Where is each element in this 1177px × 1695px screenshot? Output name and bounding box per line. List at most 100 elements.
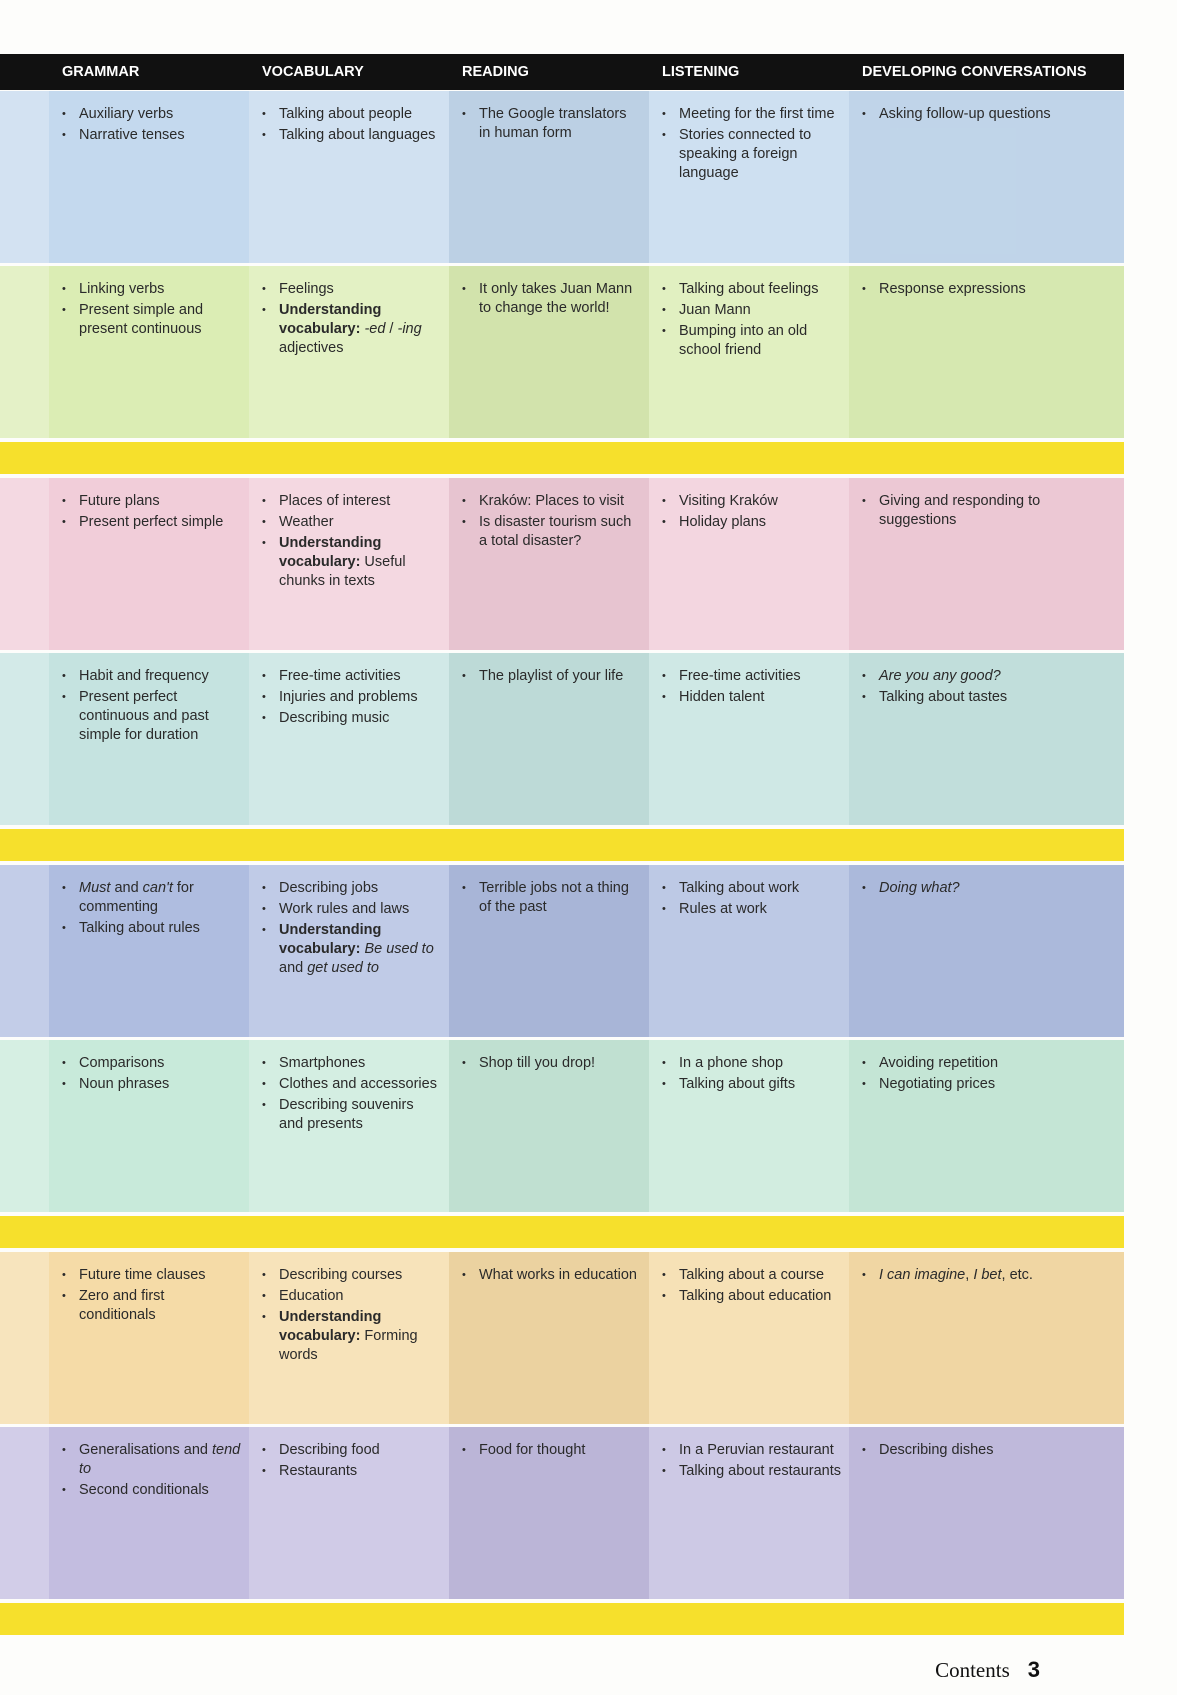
item-text: Talking about education [679, 1288, 832, 1304]
bold-text: Understanding vocabulary: [279, 302, 382, 337]
bullet-list: Are you any good? Talking about tastes [862, 667, 1116, 707]
item-text: Negotiating prices [879, 1076, 996, 1092]
list-item: Understanding vocabulary: Useful chunks … [262, 534, 441, 591]
cell-reading: The Google translators in human form [449, 91, 649, 263]
bullet-list: Habit and frequency Present perfect conti… [62, 667, 241, 745]
table-row: Future time clauses Zero and first condit… [0, 1252, 1124, 1424]
list-item: Talking about restaurants [662, 1462, 841, 1481]
header-developing-conversations: DEVELOPING CONVERSATIONS [862, 64, 1087, 80]
bullet-list: Places of interest Weather Understanding v… [262, 492, 441, 591]
list-item: Rules at work [662, 900, 841, 919]
bold-text: Understanding vocabulary: [279, 535, 382, 570]
cell-reading: Shop till you drop! [449, 1040, 649, 1212]
italic-text: -ing [397, 321, 422, 337]
list-item: Talking about rules [62, 919, 241, 938]
row-margin-strip [0, 91, 49, 263]
table-header: GRAMMAR VOCABULARY READING LISTENING DEV… [0, 54, 1124, 90]
list-item: Clothes and accessories [262, 1075, 441, 1094]
list-item: Talking about gifts [662, 1075, 841, 1094]
list-item: Is disaster tourism such a total disaste… [462, 513, 641, 551]
item-text: Terrible jobs not a thing of the past [479, 880, 629, 915]
item-text: Juan Mann [679, 302, 751, 318]
cell-reading: It only takes Juan Mann to change the wo… [449, 266, 649, 438]
item-text: Talking about feelings [679, 281, 819, 297]
bullet-list: I can imagine, I bet, etc. [862, 1266, 1116, 1285]
item-text: Is disaster tourism such a total disaste… [479, 514, 632, 549]
bullet-list: Free-time activities Injuries and problem… [262, 667, 441, 728]
row-margin-strip [0, 478, 49, 650]
bullet-list: Avoiding repetition Negotiating prices [862, 1054, 1116, 1094]
item-text: The playlist of your life [479, 668, 624, 684]
cell-developing-conversations: I can imagine, I bet, etc. [849, 1252, 1124, 1424]
cell-vocabulary: Smartphones Clothes and accessories Descri… [249, 1040, 449, 1212]
table-body: Auxiliary verbs Narrative tenses Talking a… [0, 91, 1124, 1635]
bullet-list: Generalisations and tend to Second condit… [62, 1441, 241, 1500]
list-item: Understanding vocabulary: Forming words [262, 1308, 441, 1365]
cell-grammar: Must and can't for commenting Talking abo… [49, 865, 249, 1037]
italic-text: tend to [79, 1442, 241, 1477]
item-text: Describing jobs [279, 880, 379, 896]
list-item: Negotiating prices [862, 1075, 1116, 1094]
row-margin-strip [0, 266, 49, 438]
item-text: Injuries and problems [279, 689, 418, 705]
bullet-list: Meeting for the first time Stories connec… [662, 105, 841, 183]
bold-text: Understanding vocabulary: [279, 1309, 382, 1344]
cell-developing-conversations: Are you any good? Talking about tastes [849, 653, 1124, 825]
list-item: Talking about education [662, 1287, 841, 1306]
cell-grammar: Linking verbs Present simple and present … [49, 266, 249, 438]
item-text: Giving and responding to suggestions [879, 493, 1041, 528]
item-text: Weather [279, 514, 334, 530]
cell-developing-conversations: Describing dishes [849, 1427, 1124, 1599]
header-listening: LISTENING [662, 64, 740, 80]
list-item: I can imagine, I bet, etc. [862, 1266, 1116, 1285]
list-item: Doing what? [862, 879, 1116, 898]
item-text: Narrative tenses [79, 127, 185, 143]
item-text: In a Peruvian restaurant [679, 1442, 834, 1458]
item-text: Talking about work [679, 880, 800, 896]
list-item: Free-time activities [662, 667, 841, 686]
list-item: Future time clauses [62, 1266, 241, 1285]
list-item: Linking verbs [62, 280, 241, 299]
cell-grammar: Future time clauses Zero and first condit… [49, 1252, 249, 1424]
list-item: What works in education [462, 1266, 641, 1285]
bullet-list: Kraków: Places to visit Is disaster touri… [462, 492, 641, 551]
list-item: Must and can't for commenting [62, 879, 241, 917]
list-item: Talking about languages [262, 126, 441, 145]
item-text: Talking about languages [279, 127, 436, 143]
list-item: Work rules and laws [262, 900, 441, 919]
list-item: Future plans [62, 492, 241, 511]
item-text: Comparisons [79, 1055, 165, 1071]
item-text: Talking about gifts [679, 1076, 796, 1092]
list-item: Zero and first conditionals [62, 1287, 241, 1325]
cell-reading: Kraków: Places to visit Is disaster touri… [449, 478, 649, 650]
bullet-list: What works in education [462, 1266, 641, 1285]
bullet-list: Shop till you drop! [462, 1054, 641, 1073]
list-item: Describing courses [262, 1266, 441, 1285]
item-text: Shop till you drop! [479, 1055, 596, 1071]
item-text: Auxiliary verbs [79, 106, 174, 122]
item-text: Describing souvenirs and presents [279, 1097, 414, 1132]
cell-grammar: Comparisons Noun phrases [49, 1040, 249, 1212]
list-item: Smartphones [262, 1054, 441, 1073]
item-text: It only takes Juan Mann to change the wo… [479, 281, 633, 316]
table-row: Comparisons Noun phrases Smartphones Clothe… [0, 1040, 1124, 1212]
item-text: Free-time activities [279, 668, 401, 684]
list-item: Meeting for the first time [662, 105, 841, 124]
list-item: Understanding vocabulary: -ed / -ing adj… [262, 301, 441, 358]
bullet-list: Giving and responding to suggestions [862, 492, 1116, 530]
item-text: Habit and frequency [79, 668, 209, 684]
cell-listening: In a Peruvian restaurant Talking about re… [649, 1427, 849, 1599]
item-text: Places of interest [279, 493, 391, 509]
italic-text: I bet [973, 1267, 1002, 1283]
table-row: Generalisations and tend to Second condit… [0, 1427, 1124, 1599]
bullet-list: The Google translators in human form [462, 105, 641, 143]
bullet-list: Food for thought [462, 1441, 641, 1460]
list-item: Habit and frequency [62, 667, 241, 686]
cell-reading: Food for thought [449, 1427, 649, 1599]
item-text: What works in education [479, 1267, 637, 1283]
list-item: Giving and responding to suggestions [862, 492, 1116, 530]
item-text: Free-time activities [679, 668, 801, 684]
bullet-list: Feelings Understanding vocabulary: -ed / … [262, 280, 441, 358]
italic-text: Be used to [364, 941, 434, 957]
row-margin-strip [0, 653, 49, 825]
